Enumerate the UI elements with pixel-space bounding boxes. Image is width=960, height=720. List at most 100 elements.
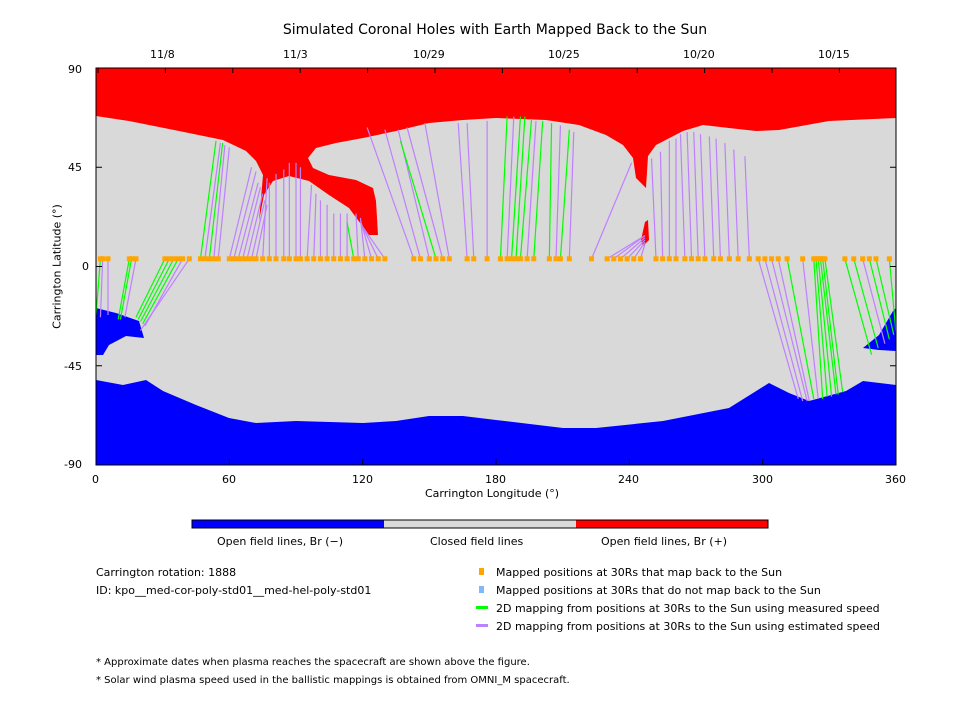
mapped-position-marker bbox=[240, 256, 246, 262]
mapped-position-marker bbox=[611, 256, 617, 262]
estimated-speed-mapping-line bbox=[733, 149, 739, 259]
estimated-speed-mapping-line bbox=[777, 258, 810, 402]
estimated-speed-mapping-line bbox=[757, 258, 799, 399]
date-tick-label: 10/15 bbox=[818, 48, 850, 61]
legend-entry: 2D mapping from positions at 30Rs to the… bbox=[496, 620, 881, 633]
measured-speed-mapping-line bbox=[399, 140, 437, 259]
model-id: ID: kpo__med-cor-poly-std01__med-hel-pol… bbox=[96, 584, 372, 597]
carrington-rotation: Carrington rotation: 1888 bbox=[96, 566, 237, 579]
measured-speed-mapping-line bbox=[135, 258, 166, 318]
mapped-position-marker bbox=[331, 256, 337, 262]
axis-ticks bbox=[95, 67, 897, 466]
mapped-position-marker bbox=[382, 256, 388, 262]
colorbar-label: Open field lines, Br (−) bbox=[217, 535, 344, 548]
mapped-position-marker bbox=[517, 256, 523, 262]
estimated-speed-mapping-line bbox=[313, 193, 317, 259]
estimated-speed-mapping-line bbox=[262, 178, 268, 259]
estimated-speed-mapping-line bbox=[620, 237, 646, 260]
measured-speed-mapping-line bbox=[199, 140, 217, 259]
estimated-speed-mapping-line bbox=[204, 142, 222, 259]
mapped-position-marker bbox=[260, 256, 266, 262]
mapped-positions bbox=[97, 256, 892, 262]
mapped-position-marker bbox=[775, 256, 781, 262]
mapped-position-marker bbox=[100, 256, 106, 262]
mapped-position-marker bbox=[162, 256, 168, 262]
mapped-position-marker bbox=[711, 256, 717, 262]
mapped-position-marker bbox=[666, 256, 672, 262]
measured-speed-mapping-line bbox=[888, 258, 897, 333]
date-tick-label: 11/8 bbox=[150, 48, 175, 61]
estimated-speed-mapping-line bbox=[242, 186, 262, 259]
mapped-position-marker bbox=[689, 256, 695, 262]
estimated-speed-mapping-line bbox=[633, 241, 646, 260]
mapped-position-marker bbox=[244, 256, 250, 262]
mapped-position-marker bbox=[717, 256, 723, 262]
mapped-position-marker bbox=[362, 256, 368, 262]
mapped-position-marker bbox=[531, 256, 537, 262]
measured-speed-mapping-line bbox=[824, 258, 844, 393]
mapped-position-marker bbox=[624, 256, 630, 262]
mapped-position-marker bbox=[202, 256, 208, 262]
estimated-speed-mapping-line bbox=[555, 125, 562, 259]
mapped-position-marker bbox=[851, 256, 857, 262]
mapped-position-marker bbox=[281, 256, 287, 262]
colorbar-frame bbox=[191, 519, 769, 529]
estimated-speed-mapping-line bbox=[306, 184, 313, 259]
mapped-position-marker bbox=[660, 256, 666, 262]
mapped-position-marker bbox=[557, 256, 563, 262]
mapped-position-marker bbox=[873, 256, 879, 262]
negative-open-field-patch-right bbox=[863, 308, 896, 351]
estimated-speed-mapping-line bbox=[613, 235, 646, 260]
measured-speed-mapping-line bbox=[346, 222, 355, 259]
mapped-position-marker bbox=[411, 256, 417, 262]
x-tick-label: 0 bbox=[92, 473, 99, 486]
mapped-position-marker bbox=[286, 256, 292, 262]
colorbar-label: Closed field lines bbox=[430, 535, 524, 548]
estimated-speed-mapping-line bbox=[406, 127, 444, 259]
mapped-position-marker bbox=[484, 256, 490, 262]
estimated-speed-mapping-line bbox=[708, 136, 715, 259]
mapped-position-marker bbox=[304, 256, 310, 262]
estimated-speed-mapping-line bbox=[246, 193, 264, 259]
x-tick-label: 240 bbox=[618, 473, 639, 486]
estimated-speed-mapping-line bbox=[99, 258, 104, 318]
measured-speed-mapping-line bbox=[853, 258, 879, 349]
measured-speed-mapping-line bbox=[519, 118, 533, 259]
mapped-position-marker bbox=[682, 256, 688, 262]
mapped-position-marker bbox=[860, 256, 866, 262]
x-tick-label: 120 bbox=[352, 473, 373, 486]
mapped-position-marker bbox=[166, 256, 172, 262]
mapped-position-marker bbox=[673, 256, 679, 262]
x-tick-label: 300 bbox=[752, 473, 773, 486]
estimated-speed-mapping-line bbox=[699, 134, 706, 259]
measured-speed-mapping-line bbox=[813, 258, 824, 399]
mapped-position-marker bbox=[762, 256, 768, 262]
estimated-speed-mapping-line bbox=[650, 158, 657, 259]
mapped-position-marker bbox=[617, 256, 623, 262]
date-tick-label: 10/25 bbox=[548, 48, 580, 61]
mapped-position-marker bbox=[604, 256, 610, 262]
estimated-speed-mapping-line bbox=[568, 131, 575, 259]
estimated-speed-mapping-line bbox=[626, 239, 646, 260]
mapped-position-marker bbox=[226, 256, 232, 262]
mapped-position-marker bbox=[524, 256, 530, 262]
mapped-position-marker bbox=[695, 256, 701, 262]
mapped-position-marker bbox=[297, 256, 303, 262]
mapped-position-marker bbox=[133, 256, 139, 262]
estimated-speed-mapping-line bbox=[362, 226, 386, 260]
mapped-position-marker bbox=[426, 256, 432, 262]
measured-speed-mapping-line bbox=[499, 116, 508, 259]
estimated-speed-mapping-line bbox=[506, 116, 515, 259]
mapped-position-marker bbox=[504, 256, 510, 262]
mapped-position-marker bbox=[215, 256, 221, 262]
estimated-speed-mapping-line bbox=[466, 123, 475, 259]
measured-speed-mapping-line bbox=[208, 142, 224, 259]
estimated-speed-mapping-line bbox=[217, 147, 230, 259]
estimated-speed-mapping-line bbox=[744, 156, 750, 259]
estimated-speed-mapping-line bbox=[591, 162, 633, 260]
mapped-position-marker bbox=[769, 256, 775, 262]
mapped-position-marker bbox=[631, 256, 637, 262]
measured-speed-mapping-line bbox=[533, 120, 544, 259]
mapped-position-marker bbox=[553, 256, 559, 262]
estimated-speed-mapping-line bbox=[679, 134, 686, 259]
